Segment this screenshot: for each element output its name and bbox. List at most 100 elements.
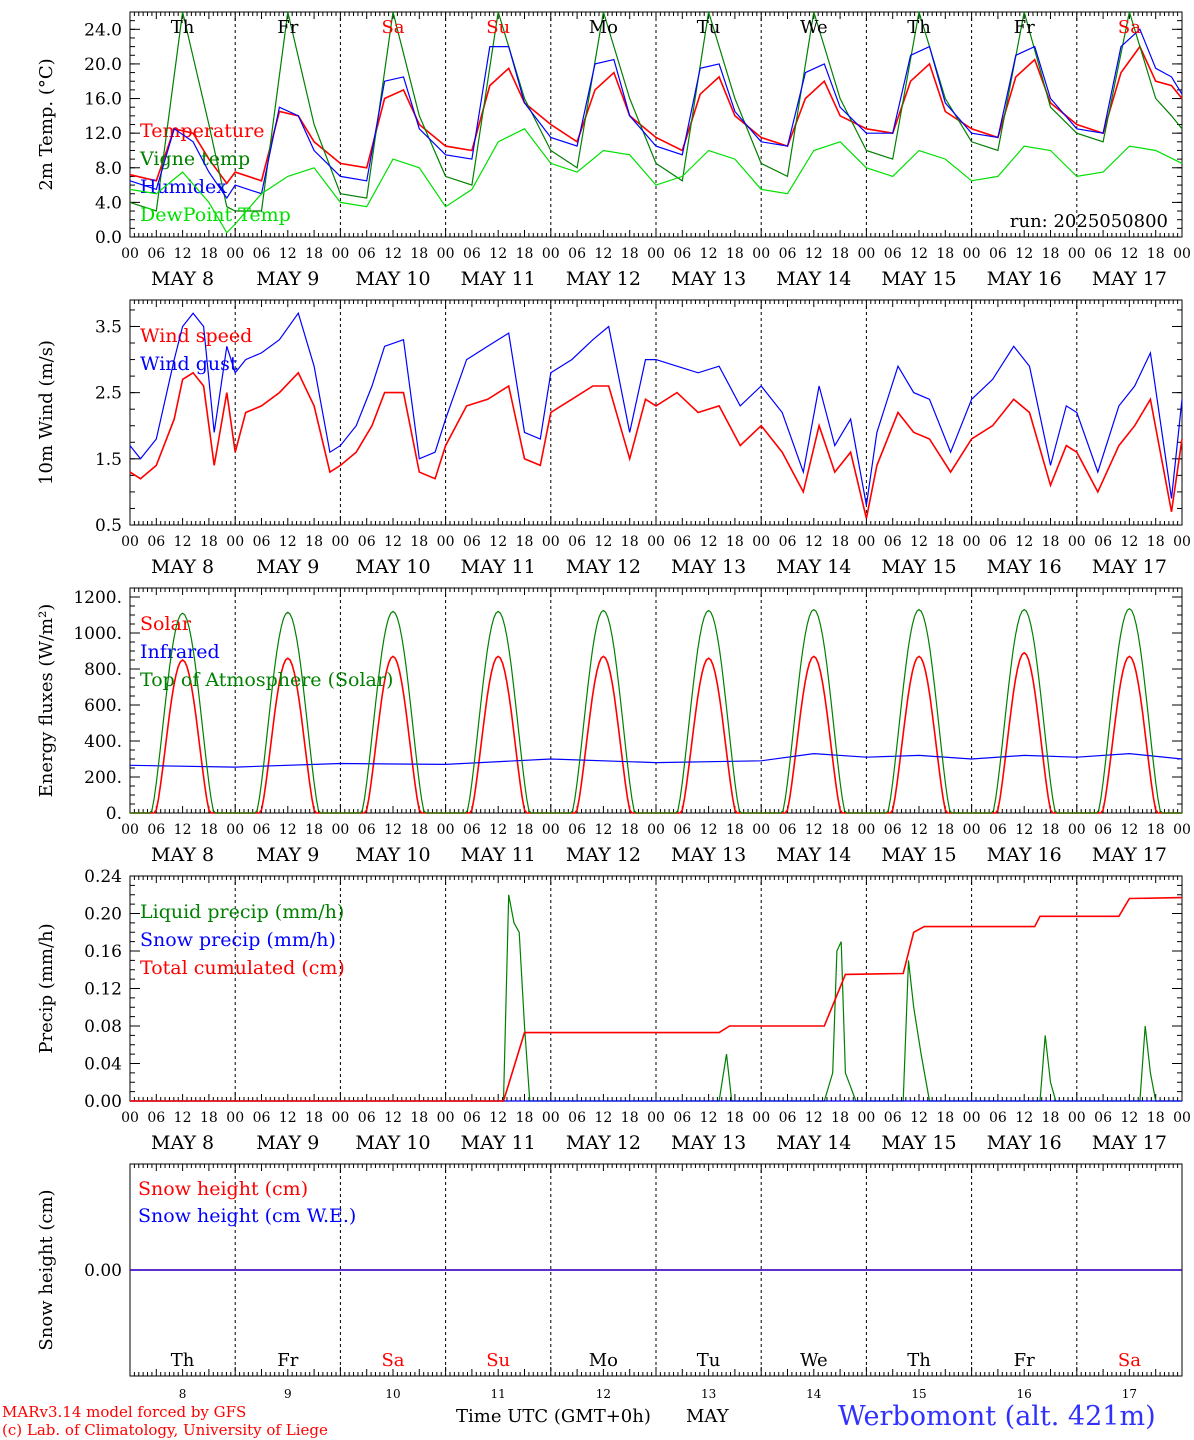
weekday-label-bottom: Fr — [1014, 1350, 1035, 1371]
legend-entry: Wind speed — [140, 325, 252, 347]
x-hour-label: 12 — [174, 246, 192, 262]
x-hour-label: 18 — [1042, 822, 1060, 838]
y-tick-label: 8.0 — [95, 159, 122, 179]
x-hour-label: 12 — [384, 246, 402, 262]
x-date-label: MAY 15 — [881, 844, 956, 866]
x-date-label: MAY 15 — [881, 268, 956, 290]
legend-entry: Snow height (cm W.E.) — [138, 1205, 356, 1227]
y-axis-label: 2m Temp. (°C) — [36, 58, 57, 190]
y-tick-label: 600. — [84, 696, 122, 716]
x-hour-label: 12 — [700, 1110, 718, 1126]
x-hour-label: 18 — [305, 534, 323, 550]
x-hour-label: 00 — [963, 534, 981, 550]
x-hour-label: 06 — [779, 1110, 797, 1126]
x-hour-label: 06 — [989, 246, 1007, 262]
y-tick-label: 2.5 — [95, 384, 122, 404]
x-hour-label: 18 — [410, 534, 428, 550]
x-hour-label: 12 — [1015, 1110, 1033, 1126]
x-hour-label: 18 — [936, 822, 954, 838]
x-hour-label: 00 — [542, 534, 560, 550]
legend-entry: Snow precip (mm/h) — [140, 929, 336, 951]
x-hour-label: 06 — [673, 822, 691, 838]
x-hour-label: 06 — [673, 534, 691, 550]
y-tick-label: 0.16 — [84, 942, 122, 962]
y-tick-label: 0.00 — [84, 1261, 122, 1281]
day-number-label: 16 — [1017, 1387, 1032, 1400]
x-hour-label: 06 — [884, 822, 902, 838]
x-date-label: MAY 8 — [151, 556, 214, 578]
x-date-label: MAY 17 — [1092, 1132, 1167, 1154]
day-number-label: 17 — [1122, 1387, 1137, 1400]
y-axis-label: 10m Wind (m/s) — [36, 340, 57, 485]
x-hour-label: 18 — [936, 246, 954, 262]
x-hour-label: 12 — [1120, 822, 1138, 838]
x-hour-label: 12 — [489, 822, 507, 838]
x-hour-label: 18 — [726, 534, 744, 550]
x-hour-label: 18 — [726, 1110, 744, 1126]
x-hour-label: 00 — [331, 822, 349, 838]
x-hour-label: 06 — [1094, 822, 1112, 838]
x-date-label: MAY 13 — [671, 1132, 746, 1154]
x-hour-label: 18 — [621, 1110, 639, 1126]
series-line-infrared — [129, 752, 1183, 768]
x-hour-label: 06 — [463, 822, 481, 838]
y-axis-label: Precip (mm/h) — [36, 923, 57, 1053]
x-date-label: MAY 17 — [1092, 844, 1167, 866]
y-axis-label: Energy fluxes (W/m²) — [36, 604, 57, 798]
x-hour-label: 06 — [358, 246, 376, 262]
panel-frame-1 — [129, 299, 1183, 526]
x-date-label: MAY 11 — [461, 556, 536, 578]
x-hour-label: 00 — [121, 822, 139, 838]
x-hour-label: 12 — [174, 1110, 192, 1126]
legend-entry: Vigne temp — [139, 148, 250, 170]
x-date-label: MAY 12 — [566, 556, 641, 578]
series-line-total-cumulated-cm- — [130, 896, 1183, 1102]
x-hour-label: 12 — [910, 534, 928, 550]
x-hour-label: 00 — [226, 822, 244, 838]
series-line-wind-speed — [129, 371, 1183, 519]
x-hour-label: 18 — [1042, 1110, 1060, 1126]
x-hour-label: 12 — [594, 534, 612, 550]
x-hour-label: 12 — [594, 822, 612, 838]
x-date-label: MAY 12 — [566, 844, 641, 866]
x-hour-label: 18 — [1042, 246, 1060, 262]
y-tick-label: 0.0 — [95, 228, 122, 248]
x-hour-label: 18 — [305, 1110, 323, 1126]
x-date-label: MAY 10 — [355, 556, 430, 578]
x-hour-label: 00 — [121, 1110, 139, 1126]
x-hour-label: 18 — [516, 1110, 534, 1126]
day-number-label: 15 — [911, 1387, 926, 1400]
x-hour-label: 12 — [594, 246, 612, 262]
credit-line-1: MARv3.14 model forced by GFS — [2, 1403, 247, 1421]
x-hour-label: 00 — [1173, 246, 1191, 262]
x-hour-label: 00 — [542, 246, 560, 262]
panel-frame-2 — [129, 587, 1183, 814]
x-hour-label: 00 — [752, 534, 770, 550]
y-axis-label: Snow height (cm) — [36, 1189, 57, 1350]
x-hour-label: 00 — [752, 822, 770, 838]
y-tick-label: 0.00 — [84, 1092, 122, 1112]
x-hour-label: 18 — [621, 822, 639, 838]
y-tick-label: 1000. — [73, 624, 122, 644]
x-hour-label: 06 — [568, 246, 586, 262]
x-hour-label: 00 — [647, 246, 665, 262]
y-tick-label: 1.5 — [95, 450, 122, 470]
weekday-label-top: Fr — [277, 17, 298, 38]
x-hour-label: 18 — [1147, 534, 1165, 550]
x-hour-label: 06 — [779, 246, 797, 262]
x-hour-label: 00 — [331, 246, 349, 262]
x-date-label: MAY 11 — [461, 1132, 536, 1154]
legend-entry: Top of Atmosphere (Solar) — [140, 669, 393, 691]
x-hour-label: 12 — [805, 534, 823, 550]
x-hour-label: 18 — [410, 1110, 428, 1126]
x-hour-label: 06 — [568, 822, 586, 838]
x-hour-label: 06 — [463, 246, 481, 262]
x-hour-label: 18 — [305, 246, 323, 262]
x-hour-label: 00 — [857, 1110, 875, 1126]
x-date-label: MAY 16 — [987, 844, 1062, 866]
legend-entry: DewPoint Temp — [140, 204, 291, 226]
x-hour-label: 06 — [358, 1110, 376, 1126]
x-date-label: MAY 9 — [256, 844, 319, 866]
y-tick-label: 3.5 — [95, 317, 122, 337]
run-label: run: 2025050800 — [1010, 211, 1168, 232]
